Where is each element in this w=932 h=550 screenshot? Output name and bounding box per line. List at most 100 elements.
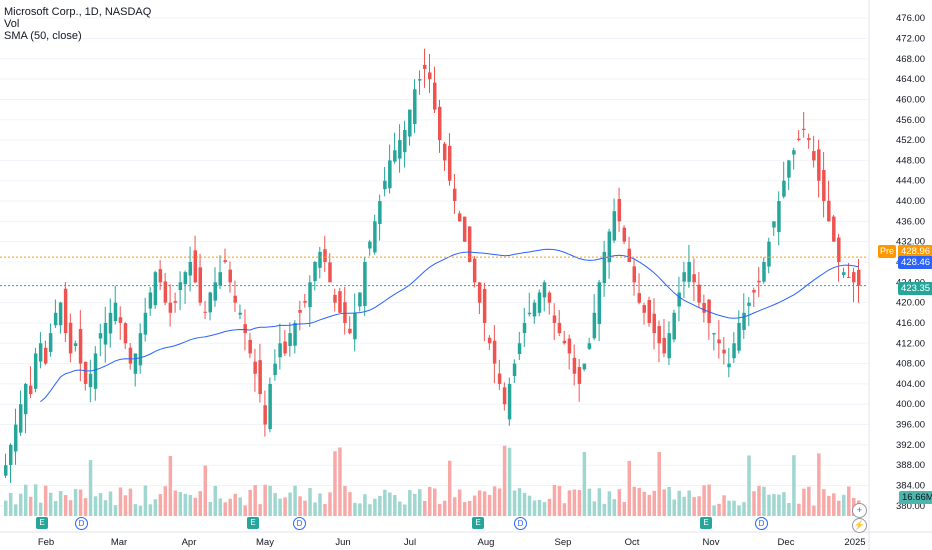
volume-bar: [457, 489, 462, 516]
candle-body: [677, 292, 681, 307]
volume-bar: [103, 500, 108, 516]
candle-body: [567, 338, 572, 354]
dividend-event-icon[interactable]: D: [293, 517, 306, 530]
volume-bar: [542, 502, 547, 516]
add-alert-icon[interactable]: +: [852, 503, 867, 518]
volume-bar: [592, 501, 597, 516]
earnings-event-icon[interactable]: E: [700, 517, 712, 529]
volume-bar: [517, 488, 522, 516]
y-axis-tick-label: 388.00: [896, 460, 925, 471]
volume-bar: [118, 487, 123, 516]
earnings-event-icon[interactable]: E: [247, 517, 259, 529]
vol-indicator-label[interactable]: Vol: [4, 18, 20, 30]
candle-body: [403, 129, 407, 153]
volume-bar: [83, 498, 88, 516]
candle-body: [762, 262, 766, 282]
volume-bar: [812, 505, 816, 516]
earnings-event-icon[interactable]: E: [36, 517, 48, 529]
volume-bar: [233, 493, 237, 516]
last-price-tag: 423.35: [898, 282, 932, 295]
x-axis-tick-label: Nov: [703, 537, 720, 548]
volume-bar: [622, 502, 627, 516]
volume-bar: [413, 493, 417, 516]
candle-body: [687, 262, 691, 282]
candle-body: [642, 305, 646, 313]
volume-bar: [323, 503, 327, 516]
sma-indicator-label[interactable]: SMA (50, close): [4, 30, 82, 42]
volume-bar: [138, 505, 143, 516]
candle-body: [243, 324, 247, 334]
candle-body: [203, 311, 208, 313]
candle-body: [592, 312, 597, 339]
volume-bar: [572, 489, 577, 516]
volume-bar: [333, 451, 337, 516]
earnings-event-icon[interactable]: E: [472, 517, 484, 529]
volume-bar: [48, 492, 53, 516]
volume-bar: [153, 499, 158, 516]
volume-bar: [63, 495, 68, 516]
candle-body: [587, 343, 592, 349]
y-axis-tick-label: 448.00: [896, 155, 925, 166]
candle-body: [378, 201, 382, 225]
volume-bar: [587, 488, 592, 516]
candle-body: [442, 143, 447, 161]
candle-body: [517, 343, 522, 355]
candle-body: [627, 248, 632, 262]
candle-body: [153, 272, 158, 306]
y-axis-tick-label: 384.00: [896, 481, 925, 492]
volume-bar: [667, 487, 671, 516]
candle-body: [363, 262, 367, 306]
dividend-event-icon[interactable]: D: [75, 517, 88, 530]
volume-bar: [293, 485, 297, 516]
volume-bar: [4, 500, 8, 516]
pre-market-price-tag: 428.96: [898, 245, 932, 258]
candle-body: [198, 267, 203, 303]
candle-body: [143, 312, 148, 335]
candle-body: [607, 231, 612, 263]
volume-bar: [328, 492, 332, 516]
candle-body: [278, 343, 282, 358]
candle-body: [477, 282, 482, 303]
candle-body: [807, 138, 811, 141]
y-axis-tick-label: 392.00: [896, 440, 925, 451]
volume-bar: [123, 495, 128, 516]
volume-bar: [398, 501, 402, 516]
volume-bar: [278, 498, 282, 516]
volume-bar: [258, 504, 262, 516]
candle-body: [218, 272, 222, 286]
candle-body: [612, 211, 617, 241]
dividend-event-icon[interactable]: D: [755, 517, 768, 530]
volume-bar: [273, 493, 277, 516]
volume-bar: [383, 489, 387, 516]
candle-body: [373, 221, 377, 253]
volume-bar: [228, 498, 232, 516]
volume-bar: [78, 489, 83, 516]
volume-bar: [612, 499, 617, 516]
volume-bar: [492, 486, 497, 516]
volume-bar: [507, 447, 512, 516]
volume-bar: [802, 488, 806, 516]
candle-body: [168, 302, 173, 313]
candle-body: [692, 274, 696, 283]
candle-body: [63, 288, 68, 334]
candle-body: [462, 216, 467, 242]
candle-body: [562, 340, 567, 344]
sma-line: [40, 248, 859, 403]
flash-icon[interactable]: ⚡: [852, 518, 867, 533]
volume-bar: [363, 494, 367, 516]
candle-body: [183, 272, 188, 285]
candle-body: [767, 241, 771, 267]
candle-body: [88, 373, 93, 388]
x-axis[interactable]: Feb Mar Apr May Jun Jul Aug Sep Oct Nov Dec 2025: [0, 531, 932, 548]
volume-bar: [238, 497, 242, 516]
candle-body: [702, 302, 706, 313]
candle-body: [667, 333, 671, 359]
y-axis[interactable]: 476.00 472.00 468.00 464.00 460.00 456.00 452.…: [868, 0, 925, 550]
volume-bar: [672, 499, 676, 516]
volume-bar: [717, 503, 721, 516]
dividend-event-icon[interactable]: D: [514, 517, 527, 530]
symbol-title[interactable]: Microsoft Corp., 1D, NASDAQ: [4, 6, 152, 18]
candle-body: [557, 322, 562, 334]
candle-body: [428, 72, 432, 80]
